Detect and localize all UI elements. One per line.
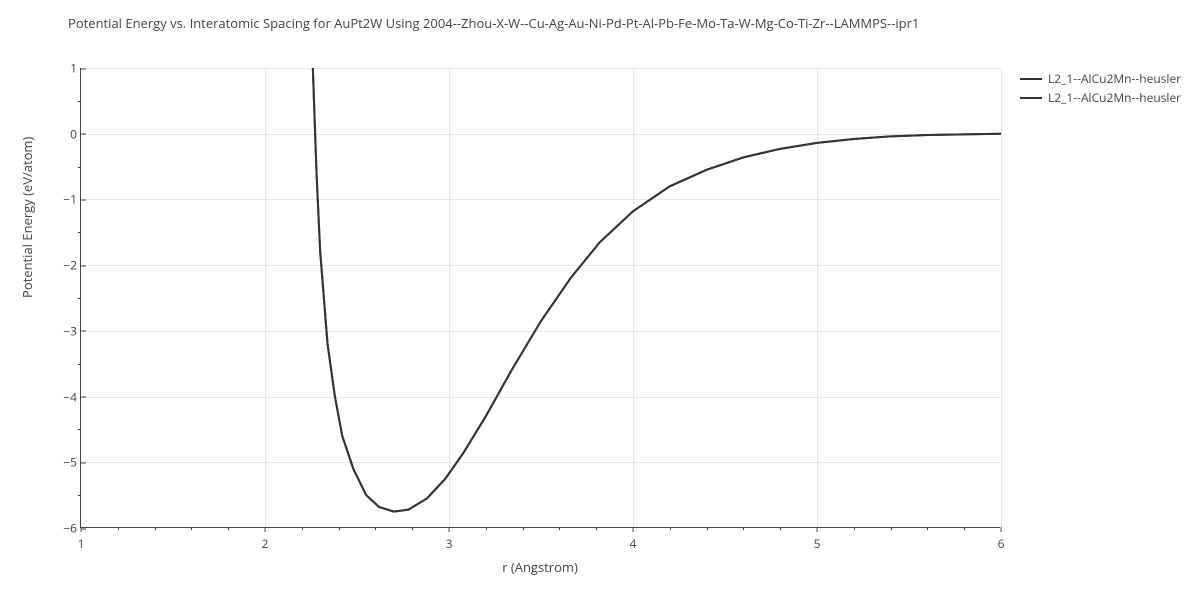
x-tick-label: 5 bbox=[814, 535, 821, 552]
y-tick-label: −5 bbox=[63, 454, 77, 471]
chart-title: Potential Energy vs. Interatomic Spacing… bbox=[68, 14, 919, 32]
y-tick-label: −4 bbox=[63, 388, 77, 405]
x-axis-label: r (Angstrom) bbox=[502, 558, 578, 576]
legend-swatch bbox=[1020, 78, 1042, 80]
y-tick-label: 1 bbox=[70, 60, 77, 77]
y-tick-label: −1 bbox=[63, 191, 77, 208]
y-tick-label: −3 bbox=[63, 322, 77, 339]
y-axis-label: Potential Energy (eV/atom) bbox=[18, 137, 36, 298]
legend-item-1[interactable]: L2_1--AlCu2Mn--heusler bbox=[1020, 89, 1181, 106]
legend-item-0[interactable]: L2_1--AlCu2Mn--heusler bbox=[1020, 70, 1181, 87]
x-tick-label: 6 bbox=[998, 535, 1005, 552]
legend-label: L2_1--AlCu2Mn--heusler bbox=[1048, 89, 1181, 106]
y-tick-label: −2 bbox=[63, 257, 77, 274]
x-tick-label: 2 bbox=[262, 535, 269, 552]
x-tick-label: 4 bbox=[630, 535, 637, 552]
y-tick-label: 0 bbox=[70, 125, 77, 142]
legend: L2_1--AlCu2Mn--heusler L2_1--AlCu2Mn--heu… bbox=[1020, 70, 1181, 108]
legend-swatch bbox=[1020, 97, 1042, 99]
curve-layer bbox=[81, 68, 1001, 528]
plot-area: −6−5−4−3−2−101123456 bbox=[80, 68, 1000, 528]
legend-label: L2_1--AlCu2Mn--heusler bbox=[1048, 70, 1181, 87]
x-tick-label: 3 bbox=[446, 535, 453, 552]
series-line-1[interactable] bbox=[309, 0, 1001, 512]
y-tick-label: −6 bbox=[63, 520, 77, 537]
gridline-v bbox=[1001, 68, 1002, 527]
series-line-0[interactable] bbox=[309, 0, 1001, 512]
x-tick-label: 1 bbox=[78, 535, 85, 552]
